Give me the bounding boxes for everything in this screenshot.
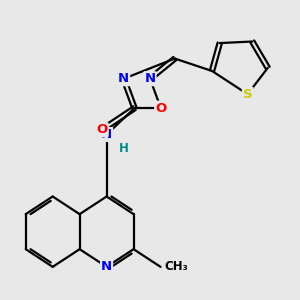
Text: N: N	[101, 260, 112, 273]
Text: H: H	[119, 142, 129, 155]
Text: N: N	[144, 72, 156, 85]
Text: O: O	[155, 102, 166, 115]
Text: N: N	[101, 128, 112, 141]
Text: O: O	[96, 123, 108, 136]
Text: N: N	[118, 72, 129, 85]
Text: CH₃: CH₃	[164, 260, 188, 273]
Text: S: S	[243, 88, 252, 101]
